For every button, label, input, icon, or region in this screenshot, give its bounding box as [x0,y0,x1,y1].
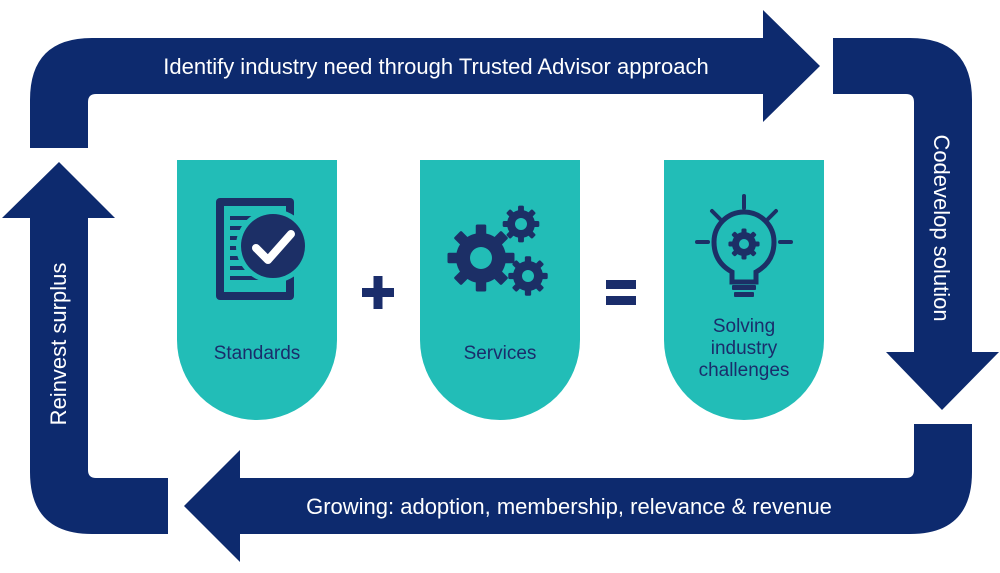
gear-hole [739,239,749,249]
card-services-shape [420,160,580,420]
bottom-arrow-shape [184,424,972,562]
card-services-label: Services [464,343,537,364]
left-arrow-shape [2,162,168,534]
right-arrow-label: Codevelop solution [929,134,954,321]
top-arrow: Identify industry need through Trusted A… [30,10,820,148]
gear-tooth [503,252,515,264]
plus-operator [362,276,394,309]
card-standards-label: Standards [214,343,301,364]
right-arrow-shape [833,38,999,410]
gear-hole [515,218,527,230]
top-arrow-shape [30,10,820,148]
card-solving-label-line-3: challenges [699,360,790,381]
left-arrow: Reinvest surplus [2,162,168,534]
equals-operator [606,280,636,305]
gear-hole [522,270,534,282]
checklist-document-icon [216,198,310,300]
gear-tooth [475,224,487,236]
gear-tooth [447,252,459,264]
lightbulb-gear-icon [695,194,793,297]
right-arrow: Codevelop solution [833,38,999,410]
bottom-arrow-label: Growing: adoption, membership, relevance… [306,494,832,519]
gear-hole [470,247,492,269]
gears-icon [447,205,548,296]
card-solving-label-line-2: industry [711,338,778,359]
card-solving: Solving industry challenges [664,160,824,420]
card-services: Services [420,160,580,420]
card-solving-label-line-1: Solving [713,316,775,337]
bottom-arrow: Growing: adoption, membership, relevance… [184,424,972,562]
left-arrow-label: Reinvest surplus [46,263,71,426]
gear-tooth [475,280,487,292]
card-standards: Standards [177,160,337,420]
top-arrow-label: Identify industry need through Trusted A… [163,54,708,79]
